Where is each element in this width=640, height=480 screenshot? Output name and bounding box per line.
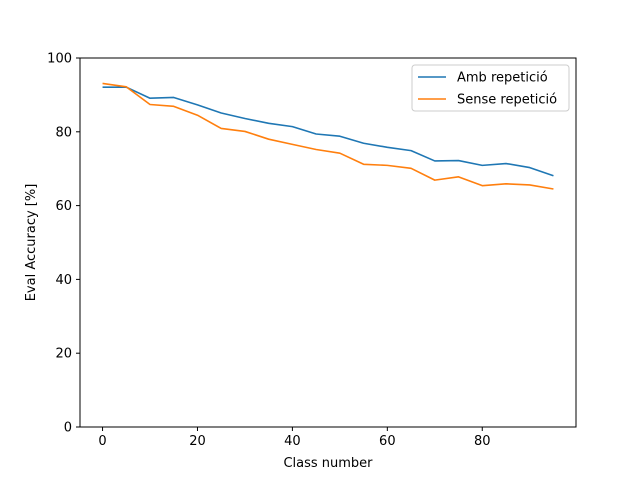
y-tick-label: 60 [55,199,72,214]
legend-label: Sense repetició [457,93,557,108]
y-axis: 0 20 40 60 80 100 [47,52,80,436]
y-tick-label: 20 [55,347,72,362]
x-tick-label: 60 [379,434,396,449]
y-axis-label: Eval Accuracy [%] [24,184,39,302]
legend-label: Amb repetició [457,71,548,86]
x-axis: 0 20 40 60 80 [98,427,491,449]
y-tick-label: 80 [55,125,72,140]
series-line-2 [102,82,554,190]
x-tick-label: 0 [98,434,106,449]
legend-box [411,64,570,112]
x-tick-label: 80 [474,434,491,449]
y-tick-label: 40 [55,273,72,288]
series-layer [102,82,554,190]
series-line-1 [102,86,554,177]
y-tick-label: 0 [64,421,72,436]
x-tick-label: 40 [284,434,301,449]
x-tick-label: 20 [189,434,206,449]
axes-frame [79,57,577,428]
y-tick-label: 100 [47,52,72,67]
legend: Amb repetició Sense repetició [411,64,570,112]
x-axis-label: Class number [283,456,373,471]
